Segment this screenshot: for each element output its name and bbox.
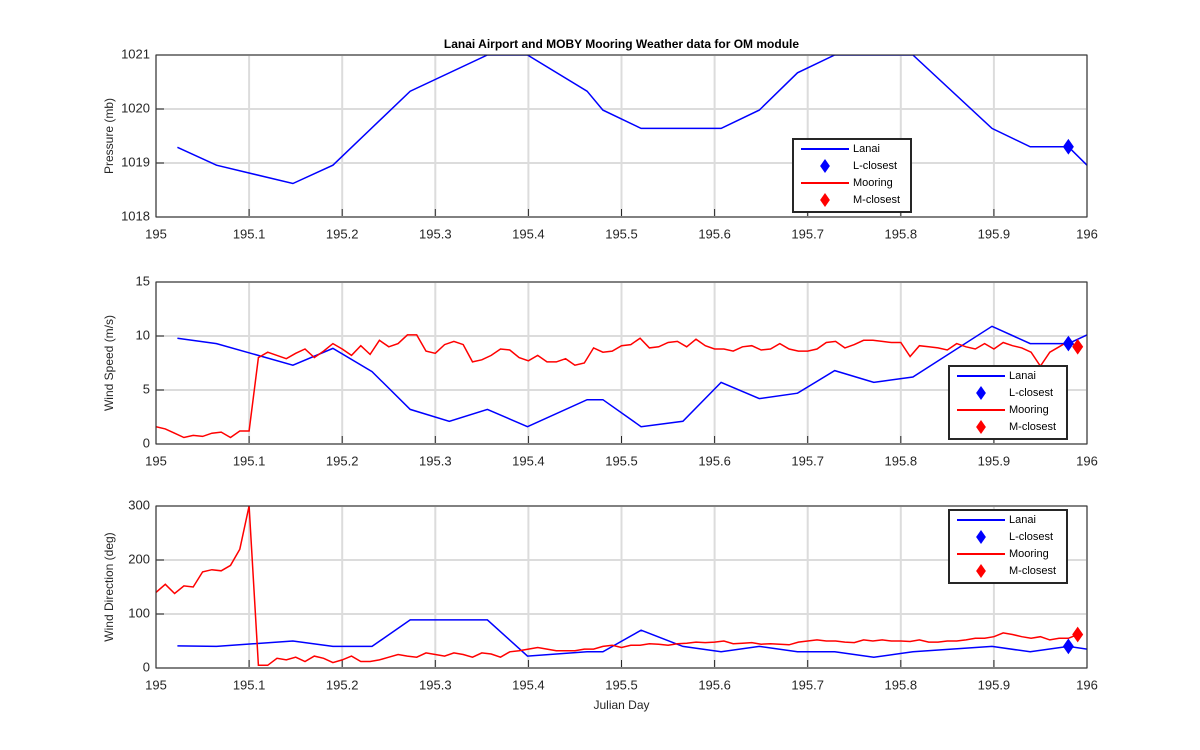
- closest-marker: [1062, 138, 1074, 155]
- x-tick-label: 195.7: [791, 677, 824, 692]
- legend-label: L-closest: [1009, 387, 1053, 399]
- legend-label: Lanai: [853, 143, 880, 155]
- plot-area: [156, 506, 1087, 667]
- legend-label: M-closest: [1009, 421, 1056, 433]
- x-tick-label: 195.8: [885, 226, 918, 241]
- x-tick-label: 196: [1076, 226, 1098, 241]
- x-tick-label: 195.4: [512, 677, 545, 692]
- y-axis-label: Wind Direction (deg): [102, 532, 116, 641]
- y-tick-label: 0: [143, 435, 150, 450]
- legend-label: Lanai: [1009, 370, 1036, 382]
- closest-marker: [1072, 338, 1084, 355]
- x-tick-label: 195.2: [326, 453, 359, 468]
- x-tick-label: 195.3: [419, 453, 452, 468]
- x-tick-label: 195: [145, 677, 167, 692]
- legend-marker: [976, 386, 986, 400]
- y-tick-label: 0: [143, 659, 150, 674]
- legend-marker: [820, 193, 830, 207]
- legend-label: Lanai: [1009, 514, 1036, 526]
- y-tick-label: 15: [136, 273, 150, 288]
- y-axis-label: Pressure (mb): [102, 98, 116, 174]
- legend-box: [792, 138, 912, 213]
- x-tick-label: 195.3: [419, 226, 452, 241]
- legend-marker: [976, 564, 986, 578]
- x-tick-label: 195.1: [233, 453, 266, 468]
- closest-marker: [1062, 335, 1074, 352]
- legend-label: M-closest: [1009, 565, 1056, 577]
- x-tick-label: 195.7: [791, 226, 824, 241]
- x-tick-label: 195.2: [326, 677, 359, 692]
- y-tick-label: 5: [143, 381, 150, 396]
- x-tick-label: 195.6: [698, 677, 731, 692]
- x-tick-label: 195.9: [978, 453, 1011, 468]
- y-axis-label: Wind Speed (m/s): [102, 315, 116, 411]
- y-tick-label: 1018: [121, 208, 150, 223]
- legend-marker: [820, 159, 830, 173]
- closest-marker: [1062, 638, 1074, 655]
- x-tick-label: 195.6: [698, 226, 731, 241]
- legend-marker: [976, 530, 986, 544]
- series-line: [156, 506, 1078, 667]
- series-line: [156, 334, 1079, 439]
- x-tick-label: 195.4: [512, 453, 545, 468]
- x-tick-label: 195.4: [512, 226, 545, 241]
- axes-box: [155, 505, 1088, 669]
- chart-title: Lanai Airport and MOBY Mooring Weather d…: [444, 37, 799, 51]
- plot-area: [177, 55, 1087, 185]
- legend-label: Mooring: [853, 177, 893, 189]
- legend-box: [948, 365, 1068, 440]
- y-tick-label: 1019: [121, 154, 150, 169]
- x-tick-label: 195.1: [233, 226, 266, 241]
- legend-label: Mooring: [1009, 548, 1049, 560]
- x-tick-label: 195.9: [978, 226, 1011, 241]
- series-line: [177, 619, 1087, 658]
- x-tick-label: 195.2: [326, 226, 359, 241]
- x-axis-label: Julian Day: [593, 698, 649, 712]
- legend-marker: [976, 420, 986, 434]
- x-tick-label: 195.8: [885, 677, 918, 692]
- y-tick-label: 1020: [121, 100, 150, 115]
- y-tick-label: 10: [136, 327, 150, 342]
- legend-label: L-closest: [853, 160, 897, 172]
- x-tick-label: 196: [1076, 453, 1098, 468]
- x-tick-label: 195.8: [885, 453, 918, 468]
- x-tick-label: 196: [1076, 677, 1098, 692]
- legend-label: M-closest: [853, 194, 900, 206]
- x-tick-label: 195.3: [419, 677, 452, 692]
- x-tick-label: 195: [145, 226, 167, 241]
- y-tick-label: 200: [128, 551, 150, 566]
- closest-marker: [1072, 626, 1084, 643]
- series-line: [177, 55, 1087, 185]
- axes-box: [155, 281, 1088, 445]
- legend-label: L-closest: [1009, 531, 1053, 543]
- legend-box: [948, 509, 1068, 584]
- x-tick-label: 195.5: [605, 226, 638, 241]
- y-tick-label: 300: [128, 497, 150, 512]
- axes-box: [155, 54, 1088, 218]
- x-tick-label: 195.5: [605, 453, 638, 468]
- plot-area: [156, 325, 1087, 439]
- x-tick-label: 195.9: [978, 677, 1011, 692]
- x-tick-label: 195.6: [698, 453, 731, 468]
- legend-label: Mooring: [1009, 404, 1049, 416]
- series-line: [177, 325, 1087, 428]
- x-tick-label: 195.1: [233, 677, 266, 692]
- x-tick-label: 195.7: [791, 453, 824, 468]
- x-tick-label: 195.5: [605, 677, 638, 692]
- y-tick-label: 1021: [121, 46, 150, 61]
- x-tick-label: 195: [145, 453, 167, 468]
- y-tick-label: 100: [128, 605, 150, 620]
